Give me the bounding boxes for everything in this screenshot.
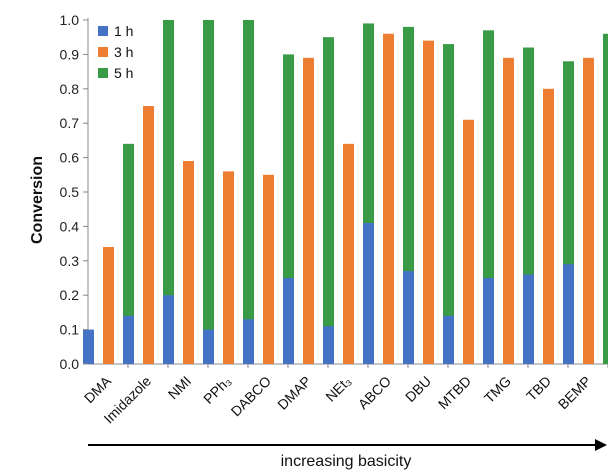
category-label: MTBD bbox=[435, 373, 474, 412]
bar bbox=[423, 40, 434, 364]
bar bbox=[563, 264, 574, 364]
bar bbox=[243, 20, 254, 364]
bar bbox=[123, 143, 134, 364]
category-label: TBD bbox=[523, 373, 554, 404]
y-tick-label: 0.8 bbox=[60, 81, 80, 97]
y-tick-label: 0.3 bbox=[60, 253, 80, 269]
bar bbox=[323, 326, 334, 364]
category-label: PPh₃ bbox=[200, 373, 234, 407]
bar bbox=[403, 271, 414, 364]
y-tick-label: 0.6 bbox=[60, 150, 80, 166]
basicity-annotation: increasing basicity bbox=[281, 453, 412, 470]
bar bbox=[363, 222, 374, 364]
bar bbox=[223, 171, 234, 364]
category-label: ABCO bbox=[355, 373, 394, 412]
bar bbox=[203, 20, 214, 364]
legend: 1 h 3 h 5 h bbox=[98, 23, 133, 81]
bar bbox=[483, 30, 494, 364]
bar bbox=[523, 47, 534, 365]
y-tick-label: 0.2 bbox=[60, 287, 80, 303]
y-tick-label: 0.4 bbox=[60, 218, 80, 234]
basicity-arrow bbox=[88, 439, 607, 451]
bar bbox=[83, 329, 94, 364]
bar bbox=[243, 319, 254, 364]
bar bbox=[523, 274, 534, 364]
legend-label: 1 h bbox=[114, 23, 133, 39]
bar bbox=[583, 57, 594, 365]
category-label: NMI bbox=[165, 373, 194, 402]
bar bbox=[303, 57, 314, 365]
bar bbox=[103, 247, 114, 364]
y-tick-label: 0.5 bbox=[60, 184, 80, 200]
y-tick-label: 0.7 bbox=[60, 115, 80, 131]
bar bbox=[543, 88, 554, 365]
legend-swatch bbox=[98, 68, 108, 78]
bar bbox=[443, 315, 454, 364]
category-label: DBU bbox=[402, 373, 434, 405]
bar bbox=[403, 26, 414, 364]
category-label: BEMP bbox=[555, 373, 594, 412]
bar bbox=[463, 119, 474, 364]
bar bbox=[163, 20, 174, 364]
bar bbox=[443, 44, 454, 365]
legend-label: 5 h bbox=[114, 65, 133, 81]
y-tick-label: 0.9 bbox=[60, 46, 80, 62]
y-tick-label: 0.0 bbox=[60, 356, 80, 372]
bar bbox=[323, 37, 334, 364]
legend-swatch bbox=[98, 47, 108, 57]
y-ticks: 0.0 0.1 0.2 0.3 0.4 0.5 0.6 0.7 0.8 0.9 1.0 bbox=[60, 12, 88, 372]
bar bbox=[343, 143, 354, 364]
bar bbox=[123, 315, 134, 364]
bar bbox=[503, 57, 514, 365]
bar bbox=[283, 278, 294, 364]
y-axis-label: Conversion bbox=[29, 156, 46, 244]
bar bbox=[163, 295, 174, 364]
bars-group bbox=[83, 20, 608, 365]
category-label: DABCO bbox=[228, 373, 275, 420]
legend-label: 3 h bbox=[114, 44, 133, 60]
bar bbox=[203, 329, 214, 364]
bar bbox=[263, 174, 274, 364]
bar bbox=[483, 278, 494, 364]
category-label: NEt₃ bbox=[322, 373, 354, 405]
bar bbox=[383, 33, 394, 364]
category-label: TMG bbox=[481, 373, 514, 406]
bar bbox=[563, 61, 574, 364]
bar bbox=[603, 33, 608, 364]
category-label: DMA bbox=[81, 372, 115, 406]
bar bbox=[363, 23, 374, 364]
bar bbox=[143, 106, 154, 364]
bar bbox=[283, 54, 294, 365]
y-tick-label: 1.0 bbox=[60, 12, 80, 28]
bar bbox=[183, 161, 194, 364]
category-label: DMAP bbox=[274, 373, 314, 413]
y-tick-label: 0.1 bbox=[60, 322, 80, 338]
legend-swatch bbox=[98, 26, 108, 36]
